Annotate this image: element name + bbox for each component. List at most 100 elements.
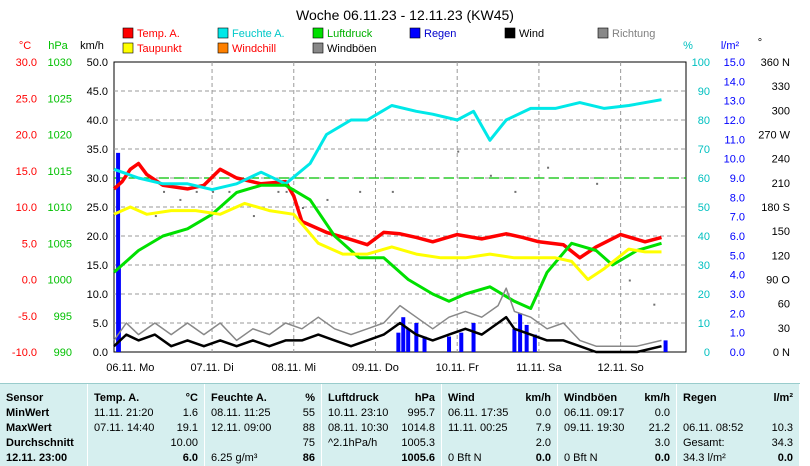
stats-row: 10.00 <box>88 436 204 451</box>
legend-swatch-5 <box>597 27 609 39</box>
tick-label-axis4-12: 3.0 <box>730 289 745 301</box>
stats-cell-value: 21.2 <box>648 422 670 434</box>
direction-point-13 <box>547 166 550 169</box>
stats-header-unit: hPa <box>414 392 435 404</box>
tick-label-axis3-0: 100 <box>692 57 710 69</box>
stats-header: Windböen km/h <box>558 391 676 406</box>
rain-bar-5 <box>414 323 419 352</box>
legend-label-8: Windböen <box>327 43 377 55</box>
stats-row: 12.11. 09:00 88 <box>205 421 321 436</box>
legend-swatch-1 <box>217 27 229 39</box>
stats-row: 08.11. 10:30 1014.8 <box>322 421 441 436</box>
axis-unit-0: °C <box>19 40 31 52</box>
rain-bar-9 <box>471 323 476 352</box>
axis-unit-3: % <box>683 40 693 52</box>
stats-column-2: Feuchte A.% 08.11. 11:25 55 12.11. 09:00 88 7… <box>205 384 322 466</box>
tick-label-axis0-4: 10.0 <box>16 202 37 214</box>
direction-point-1 <box>163 190 166 193</box>
tick-label-axis1-3: 1015 <box>48 166 72 178</box>
stats-row: MaxWert <box>0 421 87 436</box>
stats-row: Gesamt: 34.3 <box>677 436 799 451</box>
stats-header: Regen l/m² <box>677 391 799 406</box>
stats-row: 08.11. 11:25 55 <box>205 406 321 421</box>
stats-cell-value: 75 <box>302 437 315 449</box>
tick-label-axis4-0: 15.0 <box>724 57 745 69</box>
tick-label-axis1-8: 990 <box>54 347 72 359</box>
rain-bar-2 <box>396 332 401 352</box>
legend-swatch-7 <box>217 42 229 54</box>
stats-row: MinWert <box>0 406 87 421</box>
stats-cell-value: 34.3 <box>771 437 793 449</box>
stats-header-unit: °C <box>185 392 198 404</box>
stats-row: 75 <box>205 436 321 451</box>
stats-cell-info: 06.11. 17:35 <box>448 407 509 419</box>
series-line-windb-en <box>113 287 662 347</box>
tick-label-axis4-15: 0.0 <box>730 347 745 359</box>
tick-label-axis2-4: 30.0 <box>87 173 108 185</box>
stats-cell-info: Gesamt: <box>683 437 725 449</box>
stats-cell-value: 6.0 <box>182 452 198 464</box>
tick-label-axis1-2: 1020 <box>48 130 72 142</box>
tick-label-axis5-3: 270 W <box>758 130 790 142</box>
tick-label-axis5-1: 330 <box>772 81 790 93</box>
tick-label-axis1-6: 1000 <box>48 275 72 287</box>
stats-row-label: MinWert <box>6 407 50 419</box>
stats-cell-value: 1005.3 <box>401 437 435 449</box>
tick-label-axis0-0: 30.0 <box>16 57 37 69</box>
direction-point-15 <box>628 279 631 282</box>
stats-row: 11.11. 00:25 7.9 <box>442 421 557 436</box>
x-tick-label-2: 08.11. Mi <box>272 362 316 374</box>
direction-point-19 <box>285 190 288 193</box>
stats-header-label: Luftdruck <box>328 392 379 404</box>
stats-row: Durchschnitt <box>0 436 87 451</box>
tick-label-axis3-9: 10 <box>698 318 710 330</box>
tick-label-axis2-6: 20.0 <box>87 231 108 243</box>
legend-swatch-8 <box>312 42 324 54</box>
stats-cell-value: 1014.8 <box>401 422 435 434</box>
tick-label-axis5-10: 60 <box>778 299 790 311</box>
direction-point-2 <box>195 190 198 193</box>
series-line-wind <box>113 315 662 354</box>
stats-table: Sensor MinWert MaxWert Durchschnitt 12.11. 2… <box>0 383 800 466</box>
legend-swatch-2 <box>312 27 324 39</box>
direction-point-9 <box>391 190 394 193</box>
tick-label-axis4-11: 4.0 <box>730 270 745 282</box>
tick-label-axis0-3: 15.0 <box>16 166 37 178</box>
tick-label-axis4-7: 8.0 <box>730 192 745 204</box>
stats-row: 11.11. 21:20 1.6 <box>88 406 204 421</box>
stats-cell-value: 88 <box>302 422 315 434</box>
direction-point-8 <box>359 190 362 193</box>
stats-header-label: Sensor <box>6 392 44 404</box>
tick-label-axis2-8: 10.0 <box>87 289 108 301</box>
stats-cell-value: 0.0 <box>654 452 670 464</box>
stats-cell-value: 995.7 <box>407 407 435 419</box>
tick-label-axis3-2: 80 <box>698 115 710 127</box>
stats-row: 0 Bft N 0.0 <box>558 451 676 466</box>
tick-label-axis3-1: 90 <box>698 86 710 98</box>
tick-label-axis5-9: 90 O <box>766 275 790 287</box>
tick-label-axis3-8: 20 <box>698 289 710 301</box>
legend-label-0: Temp. A. <box>137 28 180 40</box>
stats-header: Wind km/h <box>442 391 557 406</box>
stats-cell-info: 12.11. 09:00 <box>211 422 272 434</box>
stats-cell-info: 07.11. 14:40 <box>94 422 155 434</box>
tick-label-axis4-1: 14.0 <box>724 76 745 88</box>
stats-cell-value: 1.6 <box>182 407 198 419</box>
stats-cell-value: 10.00 <box>170 437 198 449</box>
tick-label-axis2-2: 40.0 <box>87 115 108 127</box>
stats-header-label: Temp. A. <box>94 392 140 404</box>
tick-label-axis1-5: 1005 <box>48 238 72 250</box>
stats-header-unit: % <box>305 392 315 404</box>
stats-cell-info: 10.11. 23:10 <box>328 407 389 419</box>
tick-label-axis4-8: 7.0 <box>730 212 745 224</box>
tick-label-axis5-7: 150 <box>772 226 790 238</box>
tick-label-axis5-5: 210 <box>772 178 790 190</box>
stats-cell-info: 11.11. 21:20 <box>94 407 154 419</box>
stats-row <box>677 406 799 421</box>
legend-label-6: Taupunkt <box>137 43 182 55</box>
legend-label-2: Luftdruck <box>327 28 373 40</box>
direction-point-18 <box>228 190 231 193</box>
tick-label-axis4-14: 1.0 <box>730 328 745 340</box>
rain-bar-6 <box>422 336 427 352</box>
